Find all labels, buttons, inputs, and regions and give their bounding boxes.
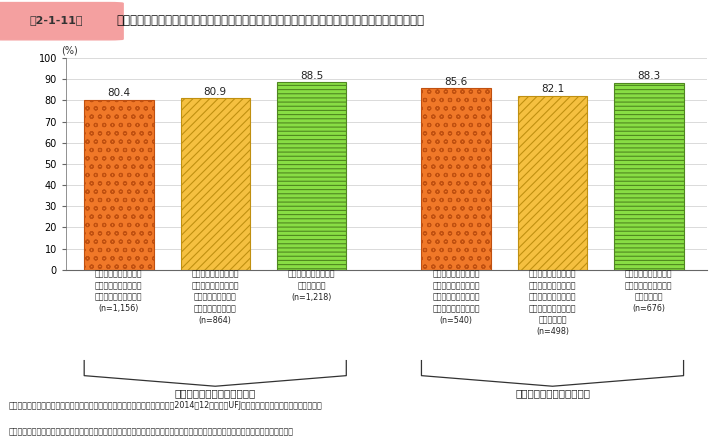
- Bar: [614, 83, 684, 270]
- Text: 88.5: 88.5: [300, 71, 323, 81]
- Text: 競合他社に先駆けた、
市場にとって新しい商
品開発・サービス導入
(n=1,156): 競合他社に先駆けた、 市場にとって新しい商 品開発・サービス導入 (n=1,15…: [95, 270, 142, 313]
- Text: 既存の商品・サービス
の大幅な改善
(n=1,218): 既存の商品・サービス の大幅な改善 (n=1,218): [288, 270, 335, 302]
- Text: プロセス・イノベーション: プロセス・イノベーション: [515, 388, 590, 398]
- Bar: [422, 88, 491, 270]
- Bar: [84, 99, 153, 270]
- Text: （注）　それぞれの項目別に、イノベーションの実現に向けた活動を実施した者のうち、成果があったと回答した者を集計している。: （注） それぞれの項目別に、イノベーションの実現に向けた活動を実施した者のうち、…: [9, 427, 294, 436]
- Text: 82.1: 82.1: [541, 84, 564, 95]
- Text: 80.4: 80.4: [107, 88, 130, 98]
- Text: 80.9: 80.9: [203, 87, 227, 97]
- Text: 競合他社では既に扱っ
ているが、自社にとっ
ては画期的な商品の製
造方法やサービスの提
供方法の導入
(n=498): 競合他社では既に扱っ ているが、自社にとっ ては画期的な商品の製 造方法やサービ…: [528, 270, 576, 336]
- Text: 競合他社に先駆けた、
市場にとって新しい、
商品の製造方法やサー
ビスの提供方法の導入
(n=540): 競合他社に先駆けた、 市場にとって新しい、 商品の製造方法やサー ビスの提供方法…: [432, 270, 480, 325]
- Text: 85.6: 85.6: [445, 77, 468, 87]
- Text: 既存の商品の製造方法
やサービスの提供方法
の大幅な改善
(n=676): 既存の商品の製造方法 やサービスの提供方法 の大幅な改善 (n=676): [625, 270, 672, 313]
- Bar: [180, 99, 250, 270]
- Text: 資料：中小企業庁委託「「市場開拓」と「新たな取り組み」に関する調査」（2014年12月、三菱UFJリサーチ＆コンサルティング（株））: 資料：中小企業庁委託「「市場開拓」と「新たな取り組み」に関する調査」（2014年…: [9, 401, 322, 410]
- Text: イノベーションの類型別に見た、イノベーション活動をした企業がイノベーションを達成した割合: イノベーションの類型別に見た、イノベーション活動をした企業がイノベーションを達成…: [116, 14, 424, 27]
- Text: 88.3: 88.3: [637, 71, 660, 81]
- Bar: [277, 83, 347, 270]
- Text: 競合他社は既に扱って
いるが、自社にとって
は画期的な新商品開
発・新サービス導入
(n=864): 競合他社は既に扱って いるが、自社にとって は画期的な新商品開 発・新サービス導…: [191, 270, 239, 325]
- Text: (%): (%): [61, 46, 77, 56]
- Bar: [518, 96, 587, 270]
- Text: プロダクト・イノベーション: プロダクト・イノベーション: [175, 388, 256, 398]
- Text: 第2-1-11図: 第2-1-11図: [29, 15, 82, 25]
- FancyBboxPatch shape: [0, 3, 123, 40]
